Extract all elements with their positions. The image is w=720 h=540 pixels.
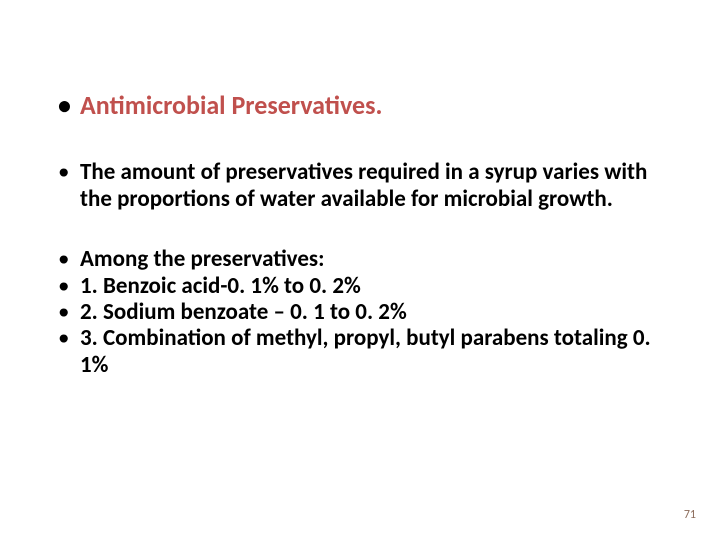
- list-item-text: 1. Benzoic acid-0. 1% to 0. 2%: [80, 273, 670, 299]
- bullet-icon: [50, 325, 80, 351]
- page-number: 71: [684, 508, 696, 522]
- list-item-row: 3. Combination of methyl, propyl, butyl …: [50, 325, 670, 378]
- spacer: [50, 121, 670, 159]
- list-item-row: 1. Benzoic acid-0. 1% to 0. 2%: [50, 273, 670, 299]
- slide-container: Antimicrobial Preservatives. The amount …: [0, 0, 720, 540]
- intro-row: The amount of preservatives required in …: [50, 159, 670, 212]
- bullet-icon: [50, 246, 80, 272]
- list-intro-row: Among the preservatives:: [50, 246, 670, 272]
- list-item-text: 2. Sodium benzoate – 0. 1 to 0. 2%: [80, 299, 670, 325]
- bullet-icon: [50, 273, 80, 299]
- list-intro-text: Among the preservatives:: [80, 246, 670, 272]
- heading-row: Antimicrobial Preservatives.: [50, 90, 670, 121]
- bullet-icon: [50, 159, 80, 185]
- bullet-icon: [50, 90, 80, 121]
- list-item-row: 2. Sodium benzoate – 0. 1 to 0. 2%: [50, 299, 670, 325]
- intro-text: The amount of preservatives required in …: [80, 159, 670, 212]
- bullet-icon: [50, 299, 80, 325]
- list-item-text: 3. Combination of methyl, propyl, butyl …: [80, 325, 670, 378]
- spacer: [50, 212, 670, 246]
- slide-heading: Antimicrobial Preservatives.: [80, 90, 670, 121]
